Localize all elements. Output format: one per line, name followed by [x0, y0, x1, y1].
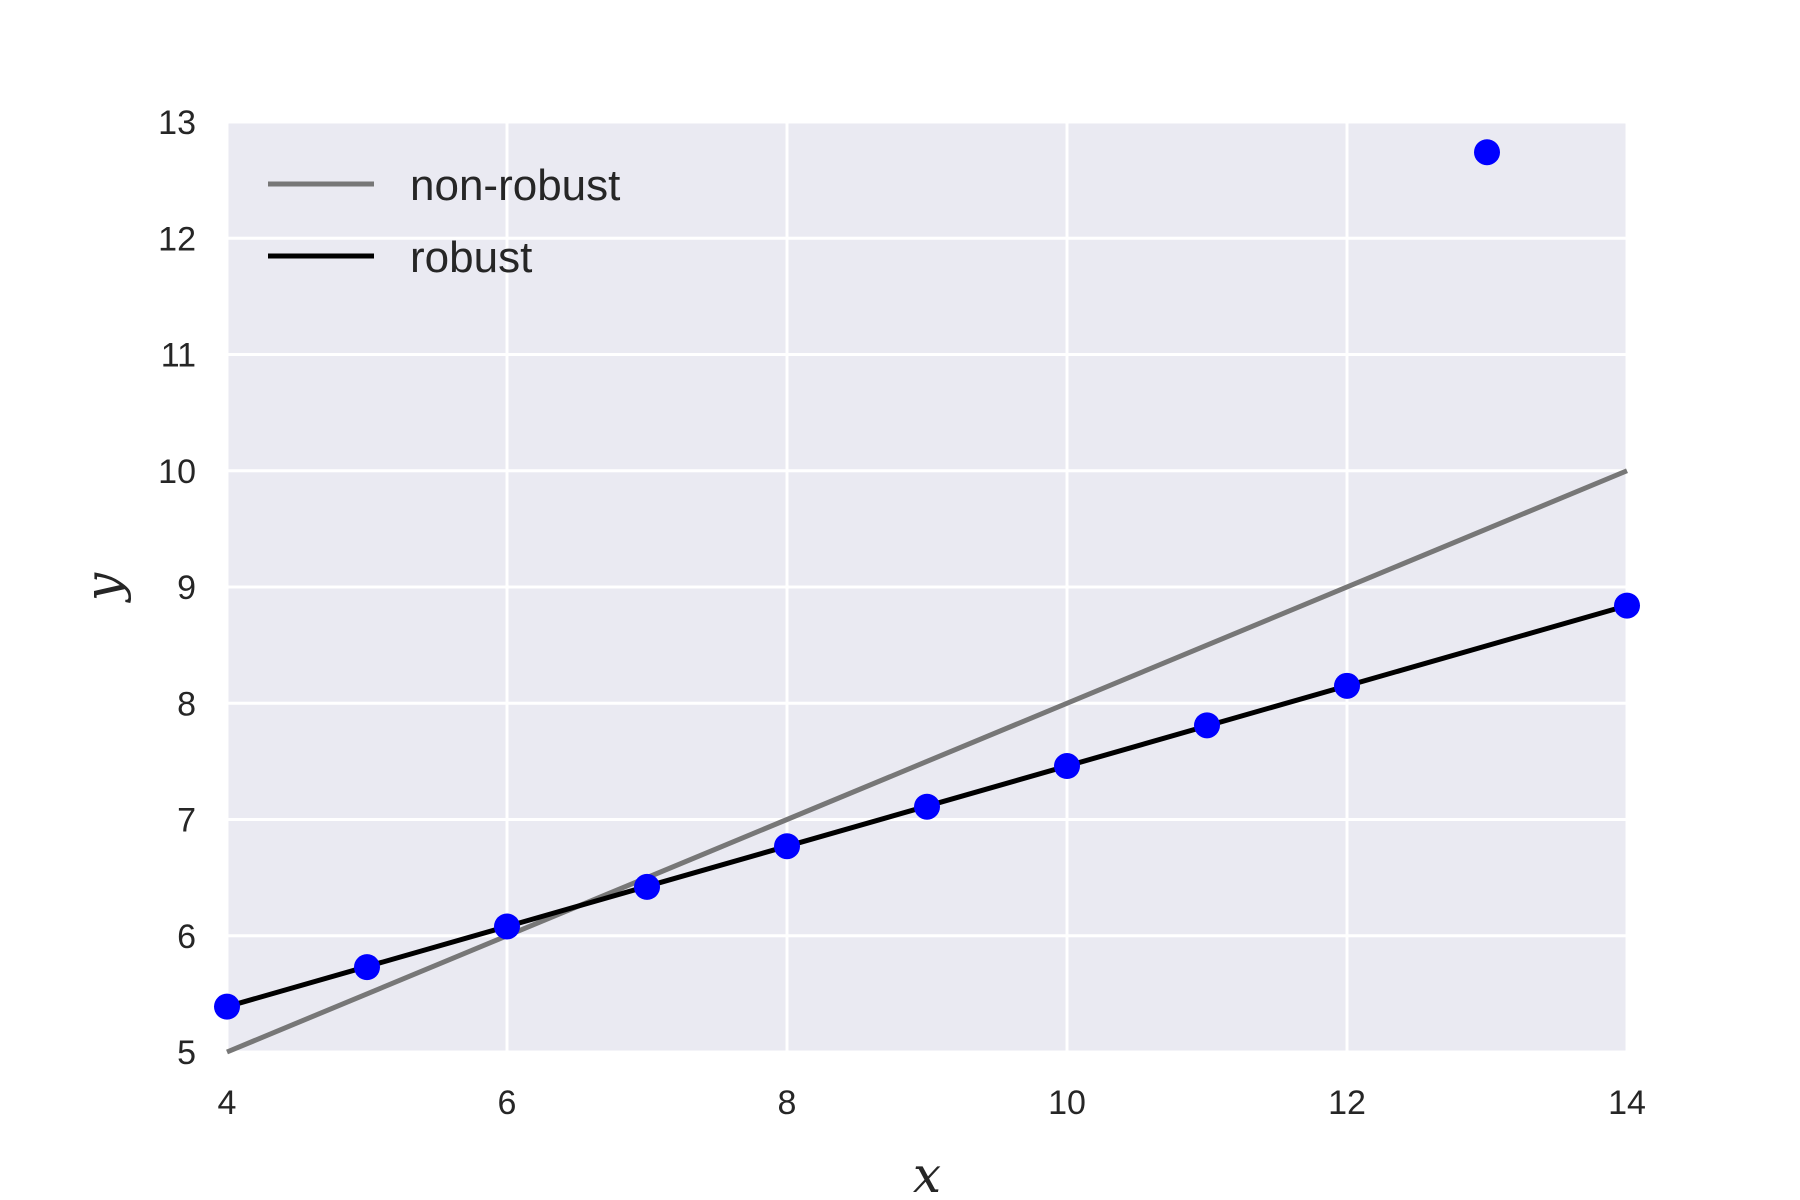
y-tick-label: 13	[158, 104, 196, 142]
x-tick-label: 6	[498, 1084, 517, 1122]
scatter-point	[1474, 139, 1500, 166]
x-tick-label: 10	[1048, 1084, 1086, 1122]
scatter-point	[214, 993, 240, 1020]
x-tick-label: 4	[218, 1084, 237, 1122]
scatter-point	[1334, 672, 1360, 699]
y-tick-label: 12	[158, 220, 196, 258]
y-tick-label: 8	[177, 685, 196, 723]
y-axis-label: y	[74, 572, 132, 603]
x-tick-label: 12	[1328, 1084, 1366, 1122]
scatter-point	[1194, 712, 1220, 739]
x-tick-label: 14	[1608, 1084, 1646, 1122]
y-tick-label: 11	[161, 337, 196, 375]
scatter-point	[354, 954, 380, 981]
scatter-point	[774, 833, 800, 860]
x-tick-labels: 4 6 8 10 12 14	[218, 1084, 1646, 1122]
scatter-point	[1614, 592, 1640, 619]
legend: non-robust robust	[268, 161, 620, 282]
x-tick-label: 8	[778, 1084, 797, 1122]
y-tick-label: 6	[177, 918, 196, 956]
scatter-point	[494, 913, 520, 940]
x-axis-label: x	[913, 1146, 941, 1200]
y-tick-label: 7	[177, 802, 196, 840]
scatter-point	[914, 793, 940, 820]
legend-label-robust: robust	[410, 233, 532, 282]
y-tick-label: 5	[177, 1034, 196, 1072]
y-tick-label: 9	[177, 569, 196, 607]
y-tick-label: 10	[158, 453, 196, 491]
grid-lines	[225, 120, 1629, 1054]
legend-label-non-robust: non-robust	[410, 161, 620, 210]
y-tick-labels: 5 6 7 8 9 10 11 12 13	[158, 104, 196, 1072]
scatter-point	[1054, 753, 1080, 780]
data-points	[214, 139, 1640, 1020]
scatter-point	[634, 873, 660, 900]
series-line-non-robust	[226, 468, 1628, 1055]
